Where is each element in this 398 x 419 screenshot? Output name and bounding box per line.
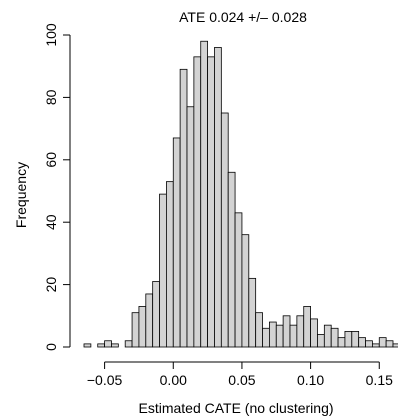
- histogram-bar: [337, 337, 346, 348]
- histogram-bar: [172, 137, 181, 348]
- chart-title: ATE 0.024 +/– 0.028: [179, 9, 307, 25]
- histogram-bar: [385, 340, 394, 348]
- histogram-bar: [262, 327, 270, 348]
- histogram-bar: [317, 334, 325, 348]
- x-axis-label: Estimated CATE (no clustering): [138, 400, 333, 416]
- histogram-bar: [124, 340, 133, 348]
- histogram-bar: [97, 343, 106, 348]
- histogram-bar: [227, 171, 236, 348]
- histogram-bar: [193, 56, 202, 348]
- x-tick-label: −0.05: [87, 372, 123, 388]
- histogram-bar: [179, 68, 188, 348]
- histogram-bar: [289, 324, 298, 348]
- histogram-bar: [207, 56, 215, 348]
- y-tick-label: 100: [43, 23, 59, 47]
- y-tick-label: 60: [43, 152, 59, 168]
- histogram-bar: [131, 312, 140, 348]
- histogram-bar: [234, 212, 243, 348]
- x-tick-label: 0.10: [297, 372, 324, 388]
- histogram-bar: [186, 106, 195, 348]
- y-axis: 0 20 40 60 80 100: [43, 23, 71, 351]
- histogram-bar: [200, 40, 208, 348]
- histogram-bar: [296, 315, 305, 348]
- histogram-bar: [220, 112, 229, 348]
- y-tick-label: 20: [43, 277, 59, 293]
- histogram-bar: [255, 312, 263, 348]
- histogram-bar: [214, 47, 222, 348]
- histogram-bar: [152, 281, 160, 348]
- histogram-bar: [344, 330, 353, 348]
- histogram-bar: [323, 324, 332, 348]
- y-tick-label: 0: [43, 343, 59, 351]
- x-tick-label: 0.05: [228, 372, 255, 388]
- histogram-bar: [165, 181, 174, 348]
- histogram-bar: [310, 318, 318, 348]
- histogram-bar: [83, 343, 92, 348]
- histogram-bar: [104, 340, 112, 348]
- histogram-bar: [303, 306, 312, 348]
- bars-group: [83, 40, 398, 348]
- x-axis: −0.05 0.00 0.05 0.10 0.15: [87, 361, 393, 388]
- histogram-bar: [138, 306, 147, 348]
- histogram-bar: [241, 234, 250, 348]
- histogram-bar: [159, 193, 167, 348]
- histogram-bar: [330, 327, 339, 348]
- y-tick-label: 80: [43, 89, 59, 105]
- histogram-bar: [248, 277, 257, 348]
- y-axis-label: Frequency: [13, 162, 29, 228]
- histogram-bar: [371, 343, 380, 348]
- histogram-bar: [268, 321, 277, 348]
- histogram-bar: [378, 337, 387, 348]
- histogram-bar: [145, 293, 154, 348]
- histogram-bar: [392, 343, 398, 348]
- histogram-bar: [275, 324, 284, 348]
- histogram-bar: [282, 315, 291, 348]
- histogram-bar: [365, 340, 373, 348]
- histogram-bar: [351, 330, 360, 348]
- y-tick-label: 40: [43, 214, 59, 230]
- x-tick-label: 0.00: [160, 372, 187, 388]
- histogram-bar: [111, 343, 119, 348]
- x-tick-label: 0.15: [366, 372, 393, 388]
- histogram-bar: [358, 337, 366, 348]
